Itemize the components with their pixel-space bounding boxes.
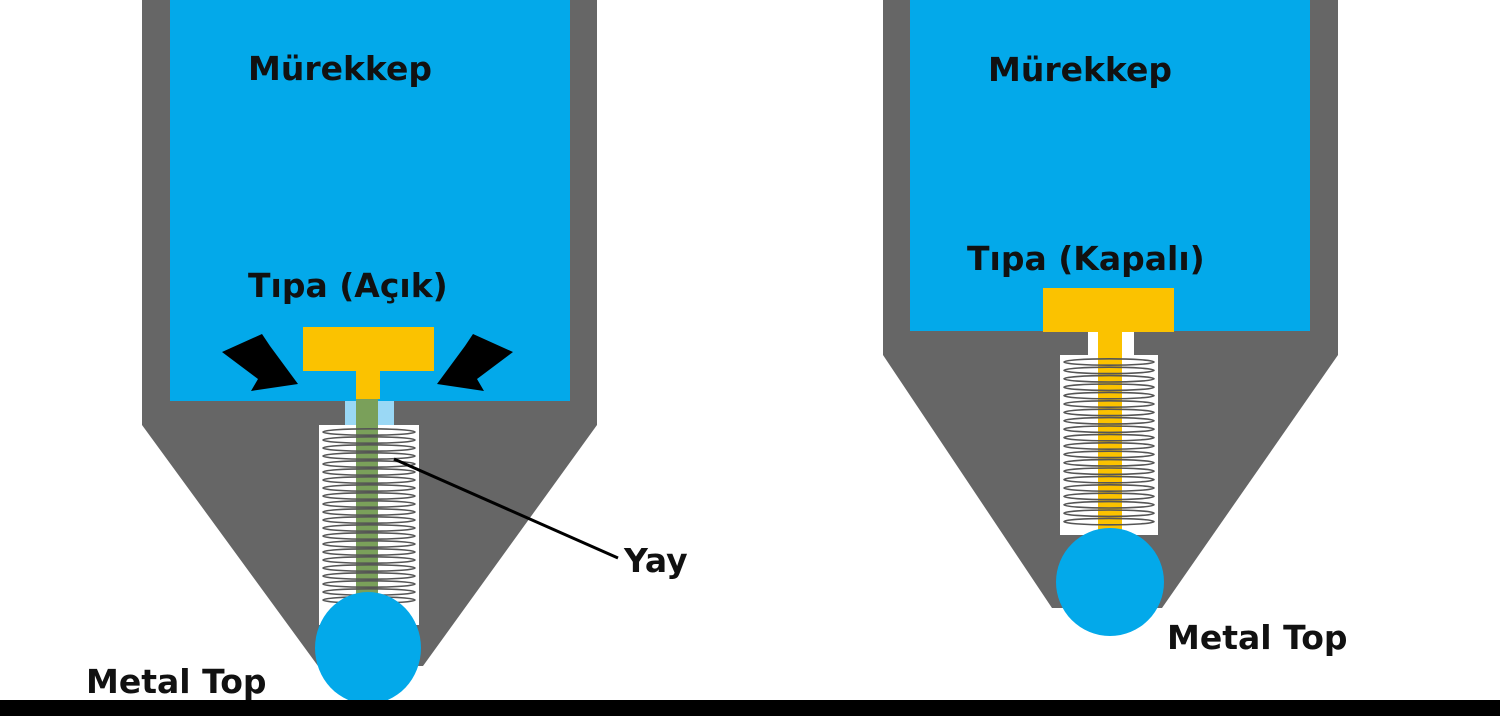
arrow-icon <box>437 334 513 391</box>
spring-coil-turn <box>322 523 416 532</box>
spring-coil-turn <box>322 427 416 436</box>
right-valve-label: Tıpa (Kapalı) <box>967 239 1205 278</box>
spring-coil-turn <box>1063 458 1155 467</box>
left-metal-ball <box>315 592 421 704</box>
spring-coil-turn <box>1063 483 1155 492</box>
spring-coil-turn <box>1063 366 1155 375</box>
spring-coil-turn <box>322 507 416 516</box>
right-ball-label: Metal Top <box>1167 618 1348 657</box>
spring-coil-turn <box>1063 467 1155 476</box>
spring-coil-turn <box>322 491 416 500</box>
spring-icon <box>322 427 416 604</box>
right-ink-reservoir <box>910 0 1310 331</box>
left-ink-label: Mürekkep <box>248 49 432 88</box>
spring-coil-turn <box>322 579 416 588</box>
spring-coil-turn <box>1063 433 1155 442</box>
spring-coil-turn <box>1063 374 1155 383</box>
left-ball-label: Metal Top <box>86 662 267 701</box>
spring-coil-turn <box>1063 416 1155 425</box>
spring-coil-turn <box>1063 500 1155 509</box>
left-pen: Mürekkep Tıpa (Açık) Yay Metal Top <box>86 0 688 704</box>
right-pen: Mürekkep Tıpa (Kapalı) Metal Top <box>883 0 1348 657</box>
spring-coil-turn <box>1063 441 1155 450</box>
spring-coil-turn <box>322 555 416 564</box>
left-spring-rod <box>356 395 378 605</box>
spring-coil-turn <box>322 531 416 540</box>
spring-coil-turn <box>1063 408 1155 417</box>
spring-pointer-line <box>393 457 619 560</box>
right-valve-cap <box>1043 288 1174 332</box>
left-valve-label: Tıpa (Açık) <box>248 266 448 305</box>
spring-coil-turn <box>322 571 416 580</box>
spring-coil-turn <box>1063 509 1155 518</box>
arrow-icon <box>222 334 298 391</box>
spring-coil-turn <box>1063 425 1155 434</box>
bottom-bar <box>0 700 1500 716</box>
spring-coil-turn <box>322 435 416 444</box>
spring-coil-turn <box>1063 399 1155 408</box>
spring-coil-turn <box>1063 383 1155 392</box>
spring-coil-turn <box>1063 492 1155 501</box>
spring-icon <box>1063 357 1155 526</box>
spring-coil-turn <box>322 443 416 452</box>
spring-coil-turn <box>322 467 416 476</box>
spring-coil-turn <box>1063 450 1155 459</box>
spring-coil-turn <box>322 483 416 492</box>
spring-coil-turn <box>322 539 416 548</box>
spring-coil-turn <box>1063 475 1155 484</box>
spring-label: Yay <box>623 541 688 580</box>
left-valve-cap <box>303 327 434 371</box>
spring-coil-turn <box>322 547 416 556</box>
spring-coil-turn <box>1063 357 1155 366</box>
left-valve-stem <box>356 369 380 399</box>
spring-coil-turn <box>322 475 416 484</box>
spring-coil-turn <box>1063 391 1155 400</box>
spring-coil-turn <box>322 563 416 572</box>
spring-coil-turn <box>322 451 416 460</box>
spring-coil-turn <box>1063 517 1155 526</box>
spring-coil-turn <box>322 499 416 508</box>
right-spring-rod <box>1098 330 1122 530</box>
right-metal-ball <box>1056 528 1164 636</box>
spring-coil-turn <box>322 459 416 468</box>
spring-coil-turn <box>322 515 416 524</box>
right-ink-label: Mürekkep <box>988 50 1172 89</box>
